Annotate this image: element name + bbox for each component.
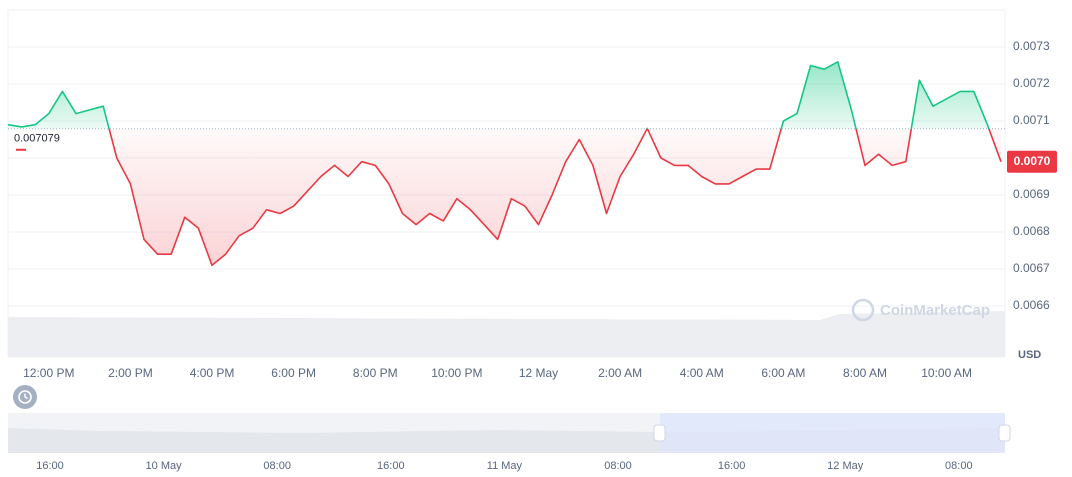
x-tick-label: 10:00 PM <box>431 366 482 380</box>
navigator-label: 12 May <box>827 460 864 472</box>
y-tick-label: 0.0072 <box>1013 76 1050 90</box>
watermark: CoinMarketCap <box>851 298 990 322</box>
navigator-label: 08:00 <box>945 460 973 472</box>
navigator-label: 08:00 <box>263 460 291 472</box>
y-unit: USD <box>1018 349 1041 361</box>
navigator-label: 10 May <box>146 460 183 472</box>
y-tick-label: 0.0066 <box>1013 298 1050 312</box>
x-tick-label: 12 May <box>519 366 558 380</box>
x-tick-label: 4:00 AM <box>680 366 724 380</box>
x-tick-label: 6:00 PM <box>271 366 316 380</box>
x-tick-label: 8:00 AM <box>843 366 887 380</box>
price-line <box>7 61 1002 267</box>
x-tick-label: 2:00 AM <box>598 366 642 380</box>
y-tick-label: 0.0068 <box>1013 224 1050 238</box>
baseline-label-bg <box>10 130 66 147</box>
history-button[interactable] <box>13 385 37 409</box>
y-tick-label: 0.0067 <box>1013 261 1050 275</box>
navigator-label: 08:00 <box>604 460 632 472</box>
y-tick-label: 0.0069 <box>1013 187 1050 201</box>
navigator-handle[interactable] <box>653 424 666 442</box>
x-tick-label: 8:00 PM <box>353 366 398 380</box>
navigator-selection[interactable] <box>660 413 1005 453</box>
y-tick-label: 0.0071 <box>1013 113 1050 127</box>
baseline-label: 0.007079 <box>14 133 60 145</box>
volume-area <box>8 311 1005 357</box>
navigator-label: 16:00 <box>718 460 746 472</box>
x-tick-label: 10:00 AM <box>921 366 972 380</box>
navigator-label: 16:00 <box>377 460 405 472</box>
y-tick-label: 0.0073 <box>1013 39 1050 53</box>
last-price-box <box>1007 150 1057 173</box>
last-price-label: 0.0070 <box>1014 154 1051 168</box>
watermark-text: CoinMarketCap <box>880 302 990 319</box>
navigator-label: 11 May <box>487 460 523 472</box>
x-tick-label: 6:00 AM <box>761 366 805 380</box>
area-fill <box>8 61 1001 266</box>
navigator-label: 16:00 <box>36 460 64 472</box>
x-tick-label: 2:00 PM <box>108 366 153 380</box>
navigator-handle[interactable] <box>998 424 1011 442</box>
x-tick-label: 4:00 PM <box>190 366 235 380</box>
x-tick-label: 12:00 PM <box>23 366 74 380</box>
